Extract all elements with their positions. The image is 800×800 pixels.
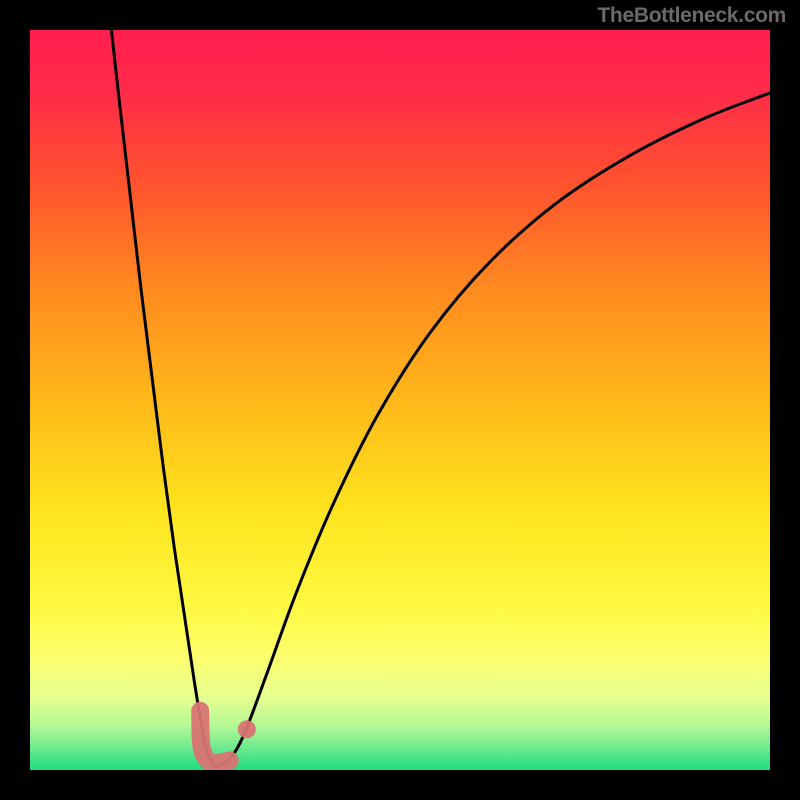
chart-svg xyxy=(30,30,770,770)
plot-area xyxy=(30,30,770,770)
chart-frame: TheBottleneck.com xyxy=(0,0,800,800)
watermark-text: TheBottleneck.com xyxy=(597,4,786,28)
highlight-dot-marker xyxy=(238,720,256,738)
